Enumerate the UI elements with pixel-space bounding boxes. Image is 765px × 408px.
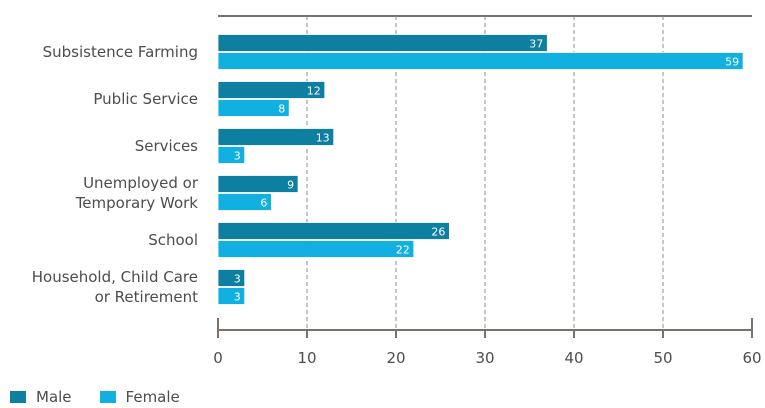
category-label: or Retirement	[95, 288, 199, 306]
bar-value-label: 59	[725, 56, 739, 69]
x-tick-label: 50	[653, 349, 672, 367]
bar-female	[217, 287, 246, 305]
bar-female	[217, 240, 415, 258]
legend-label-female: Female	[125, 388, 180, 406]
bar-value-label: 12	[307, 85, 321, 98]
legend-item-female: Female	[99, 388, 180, 406]
category-label: Temporary Work	[75, 194, 199, 212]
bar-value-label: 37	[529, 38, 543, 51]
bar-value-label: 26	[431, 226, 445, 239]
bar-value-label: 13	[316, 132, 330, 145]
bar-value-label: 22	[396, 244, 410, 257]
bar-value-label: 9	[287, 179, 294, 192]
bar-female	[217, 193, 272, 211]
x-axis: 0 10 20 30 40 50 60	[213, 318, 762, 367]
x-tick-label: 40	[564, 349, 583, 367]
bar-male	[217, 34, 548, 52]
bar-value-label: 3	[234, 291, 241, 304]
category-label: Household, Child Care	[32, 268, 198, 286]
bar-value-label: 3	[234, 150, 241, 163]
category-label: Subsistence Farming	[43, 43, 198, 61]
x-tick-label: 10	[297, 349, 316, 367]
x-tick-label: 20	[386, 349, 405, 367]
x-tick-label: 30	[475, 349, 494, 367]
bar-female	[217, 99, 290, 117]
category-label: Unemployed or	[83, 174, 199, 192]
bar-male	[217, 128, 335, 146]
x-tick-label: 60	[742, 349, 761, 367]
bar-female	[217, 52, 744, 70]
bar-value-label: 6	[260, 197, 267, 210]
bar-male	[217, 81, 326, 99]
x-tick-label: 0	[213, 349, 223, 367]
bar-male	[217, 175, 299, 193]
bar-female	[217, 146, 246, 164]
category-label: Public Service	[93, 90, 198, 108]
legend: Male Female	[10, 388, 208, 406]
category-label: Services	[135, 137, 198, 155]
legend-swatch-male	[10, 391, 26, 403]
bar-value-label: 3	[234, 273, 241, 286]
category-labels: Subsistence Farming Public Service Service…	[32, 43, 199, 306]
legend-swatch-female	[99, 391, 116, 403]
legend-label-male: Male	[36, 388, 72, 406]
legend-item-male: Male	[10, 388, 72, 406]
category-label: School	[148, 231, 198, 249]
bar-male	[217, 269, 246, 287]
bar-male	[217, 222, 450, 240]
bars: 37 59 12 8 13 3 9 6 26 22 3 3	[217, 34, 744, 305]
bar-value-label: 8	[278, 103, 285, 116]
